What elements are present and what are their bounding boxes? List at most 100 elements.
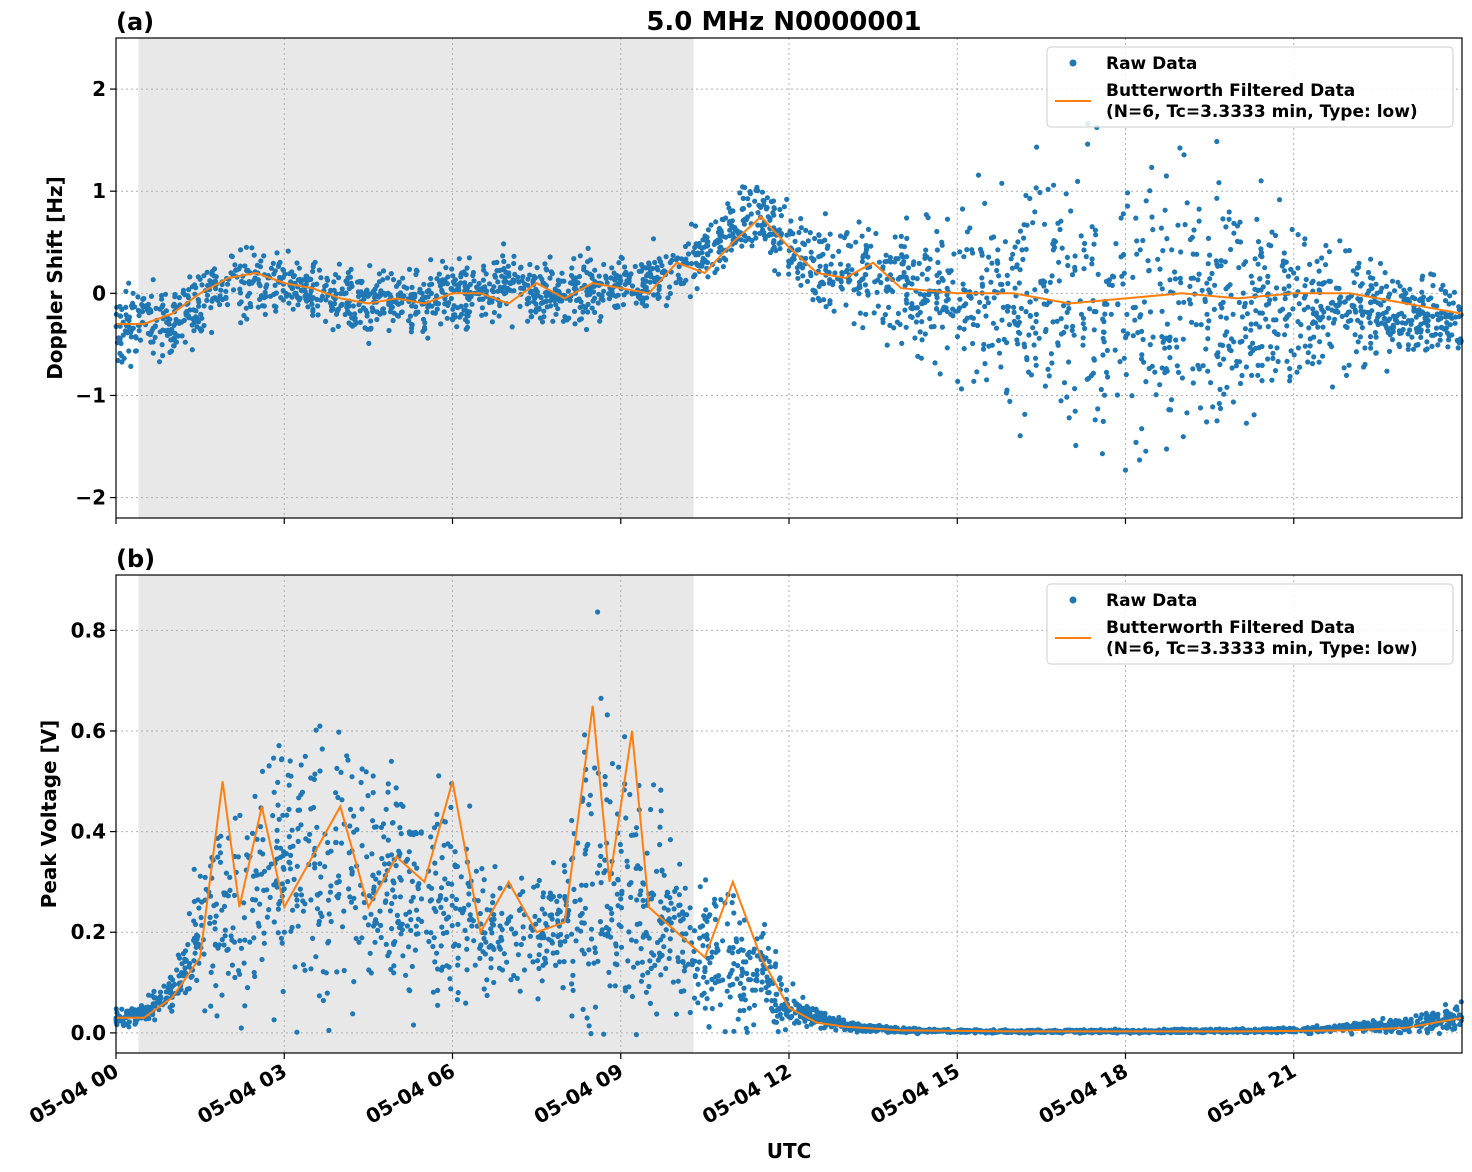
raw-data-point (1418, 334, 1424, 340)
raw-data-point (1106, 281, 1112, 288)
raw-data-point (316, 267, 322, 273)
raw-data-point (1005, 304, 1012, 310)
raw-data-point (582, 905, 589, 911)
raw-data-point (366, 340, 372, 346)
raw-data-point (232, 262, 238, 268)
raw-data-point (466, 902, 472, 908)
raw-data-point (480, 277, 486, 283)
raw-data-point (1326, 249, 1332, 255)
raw-data-point (1048, 351, 1054, 357)
raw-data-point (1258, 246, 1264, 252)
raw-data-point (678, 281, 684, 287)
raw-data-point (521, 967, 528, 973)
raw-data-point (681, 257, 688, 263)
raw-data-point (1198, 322, 1204, 328)
raw-data-point (238, 1025, 244, 1031)
raw-data-point (1108, 311, 1114, 317)
raw-data-point (1186, 297, 1192, 303)
raw-data-point (957, 325, 963, 331)
raw-data-point (895, 276, 901, 282)
raw-data-point (264, 914, 270, 920)
raw-data-point (1368, 1022, 1374, 1028)
raw-data-point (598, 880, 604, 886)
raw-data-point (574, 926, 580, 932)
raw-data-point (597, 919, 604, 925)
raw-data-point (463, 302, 469, 308)
raw-data-point (274, 827, 280, 833)
raw-data-point (1391, 288, 1398, 294)
raw-data-point (398, 309, 404, 316)
raw-data-point (1335, 309, 1341, 315)
raw-data-point (1058, 316, 1064, 322)
raw-data-point (687, 1009, 693, 1016)
raw-data-point (1359, 325, 1365, 331)
raw-data-point (409, 878, 415, 885)
raw-data-point (586, 1023, 592, 1029)
raw-data-point (513, 941, 519, 947)
raw-data-point (398, 877, 404, 883)
raw-data-point (751, 1022, 757, 1028)
raw-data-point (159, 342, 165, 348)
raw-data-point (762, 921, 768, 928)
raw-data-point (594, 870, 601, 876)
raw-data-point (1173, 337, 1179, 343)
raw-data-point (581, 267, 587, 273)
raw-data-point (162, 291, 169, 297)
raw-data-point (900, 261, 906, 267)
raw-data-point (1070, 323, 1076, 329)
raw-data-point (887, 254, 894, 261)
raw-data-point (1380, 1015, 1386, 1022)
raw-data-point (728, 247, 735, 253)
raw-data-point (996, 350, 1003, 356)
raw-data-point (1221, 391, 1227, 397)
raw-data-point (218, 287, 224, 293)
raw-data-point (1205, 368, 1211, 374)
raw-data-point (161, 983, 167, 989)
raw-data-point (449, 316, 455, 322)
raw-data-point (808, 255, 815, 261)
raw-data-point (1226, 216, 1232, 222)
raw-data-point (1162, 370, 1168, 376)
panel-a-ylabel: Doppler Shift [Hz] (43, 176, 67, 380)
raw-data-point (1187, 283, 1193, 289)
raw-data-point (408, 292, 414, 298)
raw-data-point (260, 837, 266, 843)
raw-data-point (581, 920, 587, 926)
raw-data-point (725, 201, 731, 207)
raw-data-point (1456, 304, 1462, 310)
raw-data-point (825, 243, 831, 249)
raw-data-point (442, 301, 448, 307)
raw-data-point (935, 279, 942, 285)
raw-data-point (274, 250, 280, 256)
raw-data-point (643, 929, 649, 936)
raw-data-point (1037, 189, 1043, 196)
raw-data-point (694, 966, 701, 972)
raw-data-point (1218, 314, 1224, 320)
raw-data-point (400, 275, 406, 281)
raw-data-point (639, 262, 645, 268)
raw-data-point (490, 900, 496, 906)
raw-data-point (195, 319, 202, 325)
raw-data-point (393, 785, 399, 791)
raw-data-point (619, 891, 625, 897)
raw-data-point (804, 1023, 810, 1029)
raw-data-point (1064, 394, 1070, 400)
raw-data-point (1162, 345, 1168, 351)
raw-data-point (1436, 1030, 1442, 1037)
raw-data-point (970, 321, 977, 328)
raw-data-point (179, 961, 185, 967)
raw-data-point (1336, 285, 1342, 292)
raw-data-point (1301, 307, 1307, 313)
raw-data-point (1379, 285, 1385, 291)
raw-data-point (939, 239, 945, 245)
raw-data-point (472, 962, 478, 968)
raw-data-point (859, 258, 866, 265)
raw-data-point (822, 211, 829, 217)
raw-data-point (297, 886, 303, 892)
raw-data-point (995, 247, 1001, 253)
raw-data-point (817, 263, 823, 269)
raw-data-point (1368, 256, 1374, 262)
raw-data-point (424, 309, 430, 315)
raw-data-point (463, 326, 469, 332)
raw-data-point (628, 271, 634, 277)
